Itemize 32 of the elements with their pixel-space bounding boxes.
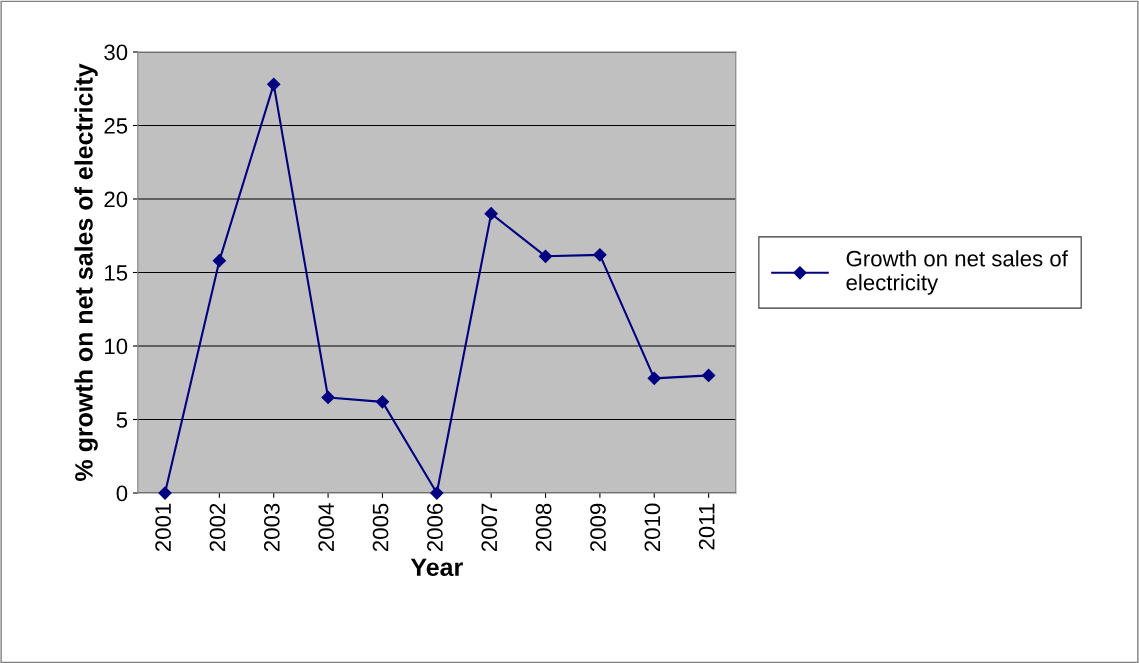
point (484, 207, 498, 221)
point (702, 368, 716, 382)
x-axis-title: Year (410, 558, 463, 577)
y-tick-label: 30 (104, 44, 128, 61)
legend-label: Growth on net sales of electricity (846, 250, 1068, 295)
x-tick-label: 2001 (155, 503, 171, 552)
y-tick-label: 25 (104, 118, 128, 134)
point (430, 486, 444, 500)
y-tick-label: 10 (105, 338, 128, 355)
y-tick-label: 20 (104, 191, 128, 208)
x-tick-label: 2008 (535, 503, 552, 552)
x-tick-label: 2005 (372, 503, 389, 552)
x-tick-label: 2007 (481, 503, 498, 552)
y-tick-label: 15 (105, 265, 128, 281)
x-tick-label: 2004 (318, 503, 335, 552)
y-tick-label: 0 (116, 485, 128, 502)
x-tick-label: 2003 (263, 503, 280, 552)
point (375, 395, 390, 409)
x-tick-label: 2009 (590, 503, 606, 552)
point (593, 248, 607, 262)
x-tick-label: 2002 (209, 503, 226, 552)
point (538, 249, 553, 263)
y-tick-label: 5 (116, 412, 128, 428)
point (212, 254, 226, 268)
point (321, 390, 335, 405)
y-axis-title: % growth on net sales of electricity (74, 63, 98, 481)
point (267, 77, 281, 91)
x-tick-label: 2011 (698, 503, 715, 550)
x-tick-label: 2010 (644, 503, 661, 552)
point (647, 371, 661, 385)
x-tick-label: 2006 (427, 503, 443, 552)
point (158, 486, 172, 500)
